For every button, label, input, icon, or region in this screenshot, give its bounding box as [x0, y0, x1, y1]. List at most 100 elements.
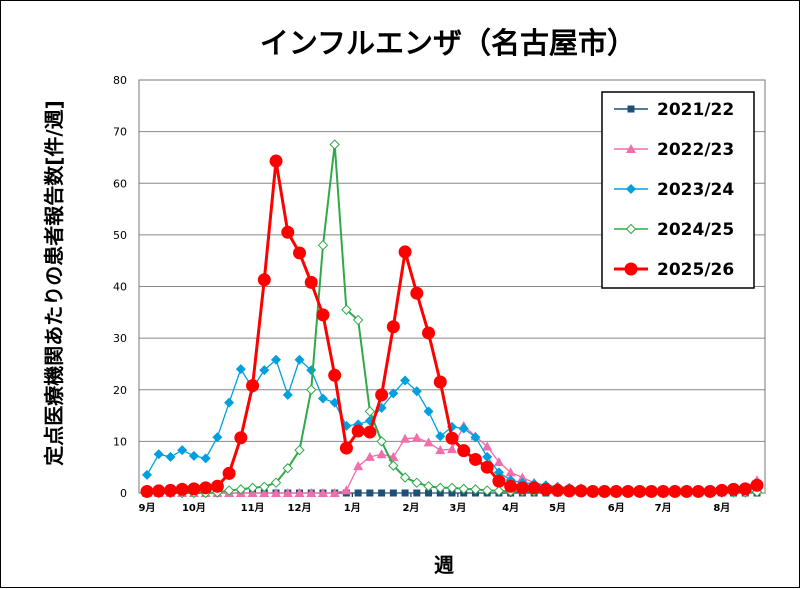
x-tick-label: 8月 [713, 502, 730, 514]
data-point [515, 481, 529, 495]
x-tick-label: 6月 [608, 502, 625, 514]
data-point [223, 485, 235, 496]
data-point [401, 489, 409, 497]
data-point [364, 406, 376, 417]
data-point [562, 484, 576, 498]
data-point [152, 484, 166, 498]
y-tick-labels: 0 10 20 30 40 50 60 70 80 [113, 74, 127, 500]
data-point [621, 484, 635, 498]
data-point [423, 437, 434, 447]
data-point [715, 483, 729, 497]
data-point [574, 484, 588, 498]
data-point [378, 489, 386, 497]
y-tick-label: 60 [113, 177, 127, 190]
data-point [376, 436, 387, 447]
data-point [388, 460, 399, 471]
data-point [165, 451, 176, 462]
y-tick-label: 50 [113, 229, 127, 242]
legend-label: 2022/23 [657, 140, 734, 160]
data-point [341, 485, 352, 495]
data-point [316, 308, 330, 322]
data-point [306, 488, 317, 497]
data-point [235, 484, 247, 495]
legend-marker [626, 144, 636, 153]
x-tick-label: 7月 [655, 502, 672, 514]
data-point [270, 477, 282, 488]
data-point [400, 375, 411, 386]
data-point [738, 482, 752, 496]
data-point [413, 489, 421, 497]
data-point [539, 482, 553, 496]
data-point [388, 388, 399, 399]
y-axis-label: 定点医療機関あたりの患者報告数[件/週] [42, 100, 66, 466]
data-point [750, 478, 764, 492]
data-point [199, 481, 213, 495]
data-point [400, 433, 411, 443]
data-point [398, 245, 412, 259]
data-point [188, 450, 199, 461]
data-point [410, 286, 424, 300]
data-point [470, 484, 481, 495]
data-point [445, 431, 459, 445]
data-point [458, 483, 469, 495]
data-point [633, 484, 647, 498]
data-point [399, 472, 411, 483]
data-point [317, 488, 328, 497]
data-point [435, 445, 446, 455]
data-point [339, 441, 353, 455]
data-point [282, 463, 293, 474]
data-point [527, 481, 541, 495]
data-point [224, 397, 235, 408]
data-point [386, 320, 400, 334]
data-point [446, 482, 458, 494]
data-point [364, 451, 375, 461]
chart-title: インフルエンザ（名古屋市） [260, 26, 636, 60]
data-point [411, 432, 422, 442]
data-point [294, 488, 305, 497]
data-point [411, 477, 423, 488]
x-tick-label: 3月 [449, 502, 466, 514]
data-point [212, 432, 223, 443]
legend-label: 2024/25 [657, 220, 734, 240]
y-tick-label: 0 [120, 487, 127, 500]
x-tick-label: 11月 [241, 502, 265, 514]
data-point [551, 483, 565, 497]
y-tick-label: 30 [113, 332, 127, 345]
y-tick-label: 80 [113, 74, 127, 87]
data-point [163, 483, 177, 497]
data-point [328, 368, 342, 382]
data-point [703, 484, 717, 498]
data-point [457, 444, 471, 458]
data-point [423, 481, 434, 492]
data-point [482, 451, 493, 462]
data-point [366, 489, 374, 497]
legend-marker [627, 105, 635, 113]
data-point [140, 484, 154, 498]
y-tick-label: 20 [113, 384, 127, 397]
legend: 2021/22 2022/23 2023/24 2024/25 2025/26 [601, 91, 755, 289]
data-point [210, 479, 224, 493]
data-point [425, 489, 433, 497]
data-point [294, 354, 305, 365]
data-point [222, 466, 236, 480]
legend-label: 2025/26 [657, 260, 734, 280]
data-point [435, 482, 446, 494]
data-point [668, 484, 682, 498]
legend-entry: 2021/22 [614, 100, 734, 120]
legend-entry: 2022/23 [614, 140, 734, 160]
data-point [458, 423, 469, 434]
legend-marker [624, 262, 638, 276]
data-point [187, 482, 201, 496]
data-point [447, 444, 457, 454]
data-point [304, 275, 318, 289]
series-2024-25 [141, 139, 763, 499]
data-point [271, 488, 282, 497]
data-point [468, 452, 482, 466]
data-point [317, 393, 328, 404]
data-point [353, 461, 364, 471]
data-point [598, 484, 611, 498]
data-point [644, 484, 658, 498]
data-point [493, 467, 504, 478]
x-tick-label: 12月 [288, 502, 312, 514]
